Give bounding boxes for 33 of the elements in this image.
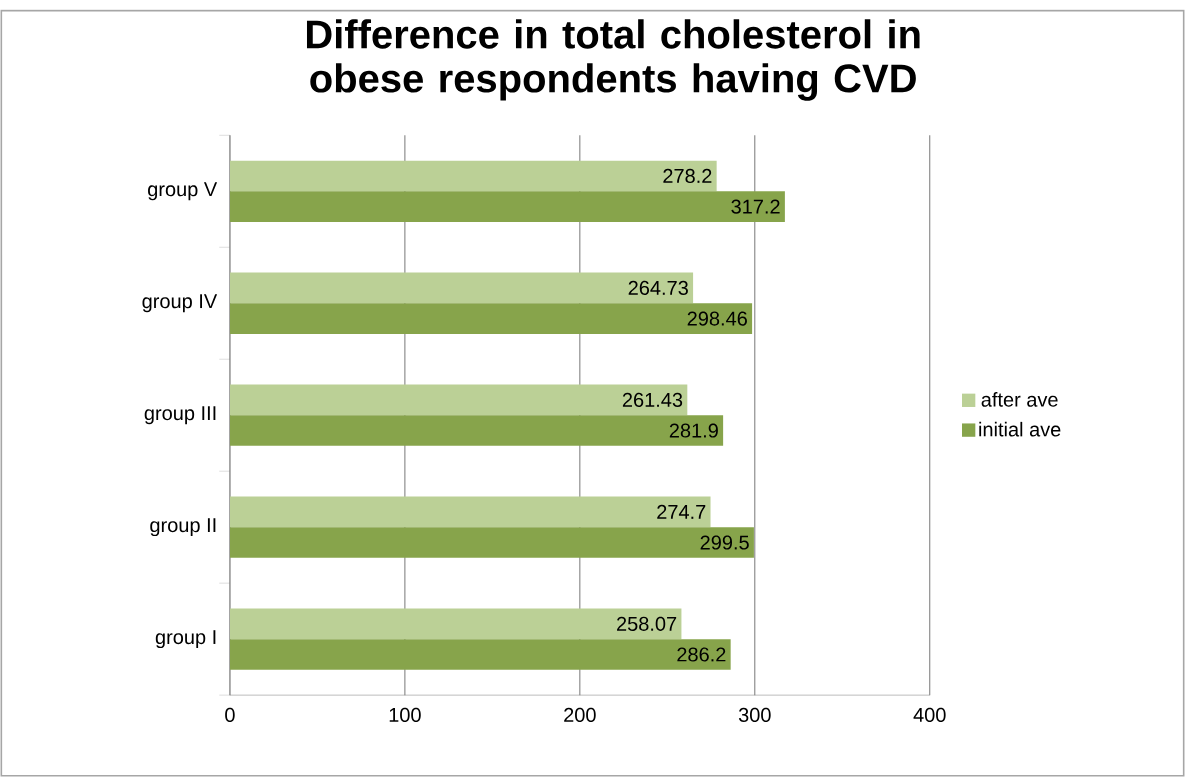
y-tick-label: group IV (142, 294, 218, 313)
bar (229, 160, 717, 192)
y-tick-label: group II (150, 518, 216, 537)
data-label: 281.9 (669, 423, 718, 438)
bar (229, 384, 688, 416)
y-tick-label: group V (148, 182, 218, 201)
data-label: 258.07 (617, 616, 677, 631)
bar (229, 496, 711, 528)
chart-title: Difference in total cholesterol in obese respondents having CVD (306, 19, 920, 101)
bar (229, 272, 694, 304)
bar (229, 608, 682, 640)
data-label: 317.2 (731, 199, 780, 214)
bar (229, 303, 753, 334)
bar (229, 191, 785, 222)
y-tick-label: group I (155, 630, 216, 649)
x-tick-label: 0 (225, 707, 235, 722)
data-label: 274.7 (657, 504, 706, 519)
data-label: 299.5 (700, 535, 749, 550)
y-tick-label: group III (144, 406, 216, 425)
data-label: 298.46 (687, 311, 747, 326)
bar (229, 415, 724, 446)
x-tick-label: 200 (564, 707, 596, 722)
x-tick-label: 400 (913, 707, 946, 722)
data-label: 261.43 (622, 392, 683, 407)
x-tick-label: 100 (389, 707, 421, 722)
data-label: 286.2 (677, 647, 726, 662)
legend-label: after ave (981, 392, 1058, 407)
x-tick-label: 300 (738, 707, 771, 722)
data-label: 264.73 (628, 280, 688, 295)
bar (229, 639, 731, 670)
data-label: 278.2 (663, 168, 712, 183)
legend-label: initial ave (979, 421, 1061, 437)
bar (229, 527, 754, 558)
